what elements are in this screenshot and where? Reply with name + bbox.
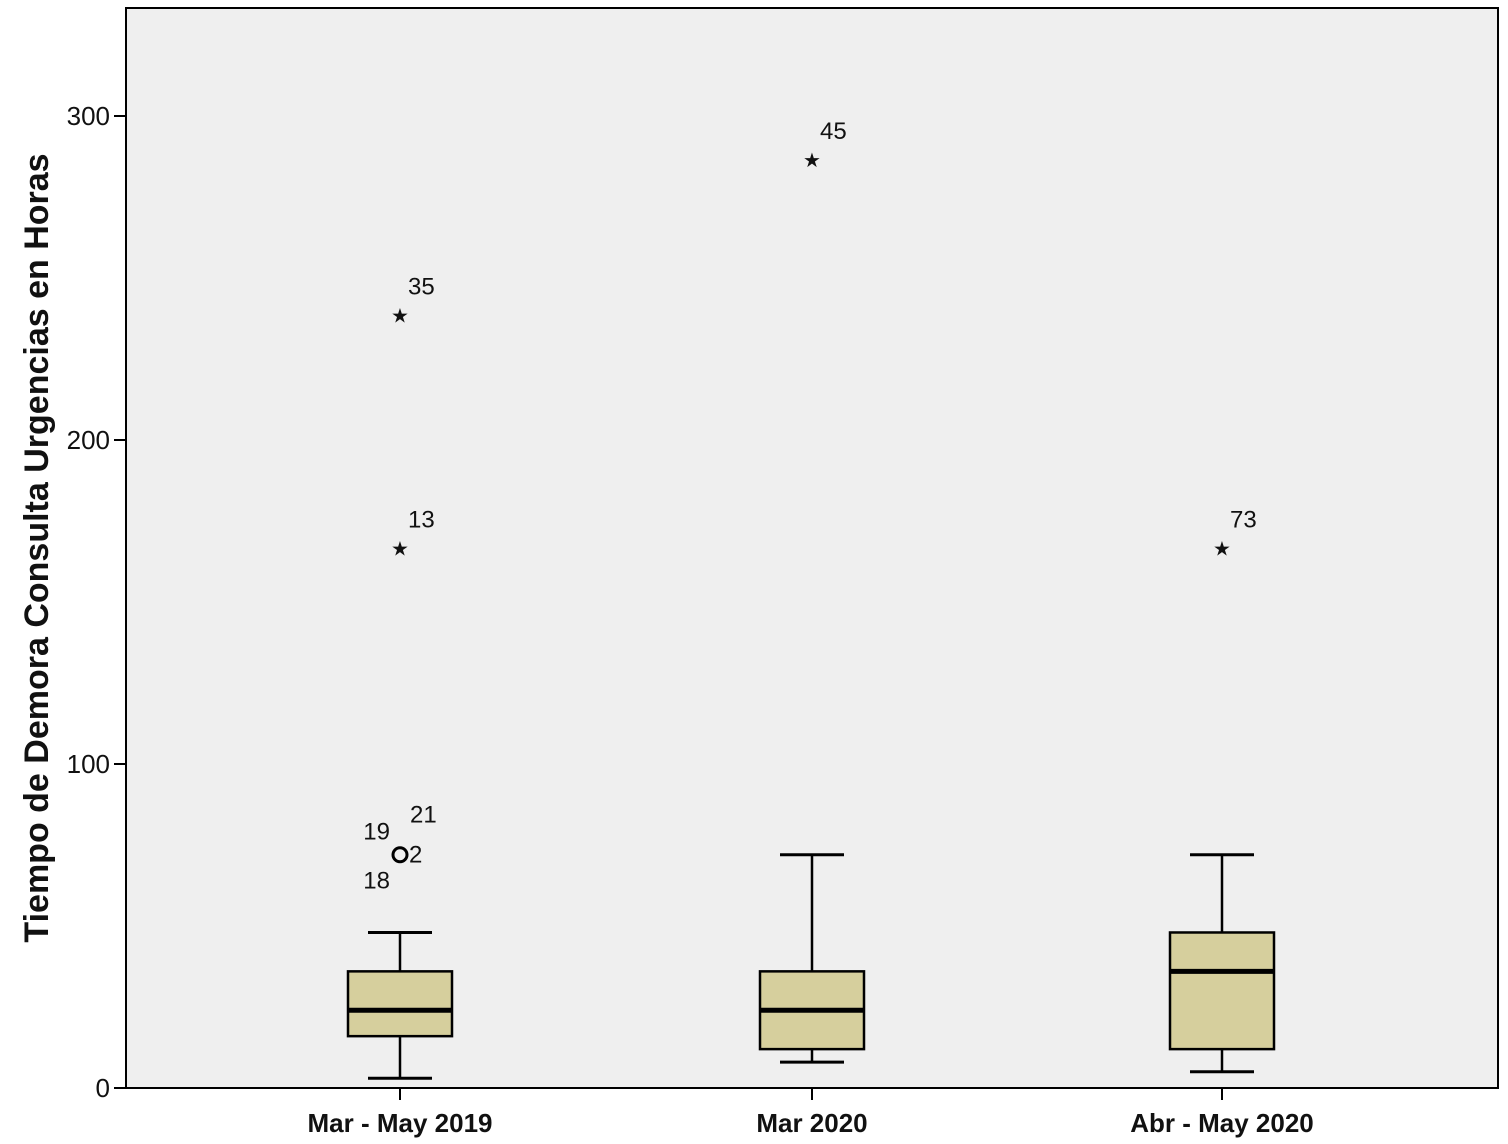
- x-tick-label-1: Mar 2020: [756, 1108, 867, 1138]
- x-tick-label-2: Abr - May 2020: [1130, 1108, 1314, 1138]
- outliers-layer: 2 18 19 21 ★ 13 ★ 35 ★ 45 ★ 73: [363, 118, 1256, 895]
- y-tick-label-0: 0: [96, 1073, 110, 1103]
- y-tick-label-100: 100: [67, 749, 110, 779]
- y-tick-label-200: 200: [67, 425, 110, 455]
- x-tick-label-0: Mar - May 2019: [308, 1108, 493, 1138]
- outlier-19: 19: [363, 819, 390, 846]
- outlier-35: ★ 35: [391, 273, 435, 327]
- outlier-label: 19: [363, 819, 390, 846]
- outlier-label: 21: [410, 802, 437, 829]
- outlier-73: ★ 73: [1213, 507, 1257, 561]
- outlier-2: 2: [391, 842, 422, 869]
- box-2: [1168, 853, 1276, 1074]
- outlier-13: ★ 13: [391, 507, 435, 561]
- outlier-star-marker: ★: [803, 148, 821, 172]
- iqr-box: [346, 970, 454, 1038]
- outlier-star-marker: ★: [391, 537, 409, 561]
- y-tick-label-300: 300: [67, 101, 110, 131]
- outlier-21: 21: [410, 802, 437, 829]
- box-0: [346, 930, 454, 1080]
- outlier-label: 18: [363, 868, 390, 895]
- outlier-label: 13: [408, 507, 435, 534]
- outlier-circle-marker: [391, 846, 409, 864]
- outlier-label: 45: [820, 118, 847, 145]
- iqr-box: [1168, 931, 1276, 1051]
- box-1: [758, 853, 866, 1064]
- outlier-18: 18: [363, 868, 390, 895]
- outlier-star-marker: ★: [391, 303, 409, 327]
- outlier-45: ★ 45: [803, 118, 847, 172]
- x-axis: Mar - May 2019 Mar 2020 Abr - May 2020: [126, 1087, 1498, 1138]
- outlier-star-marker: ★: [1213, 537, 1231, 561]
- y-axis: 0 100 200 300: [67, 8, 127, 1103]
- outlier-label: 73: [1230, 507, 1257, 534]
- y-axis-title: Tiempo de Demora Consulta Urgencias en H…: [18, 153, 56, 942]
- outlier-label: 35: [408, 273, 435, 300]
- boxes-layer: [346, 853, 1276, 1080]
- outlier-label: 2: [409, 842, 422, 869]
